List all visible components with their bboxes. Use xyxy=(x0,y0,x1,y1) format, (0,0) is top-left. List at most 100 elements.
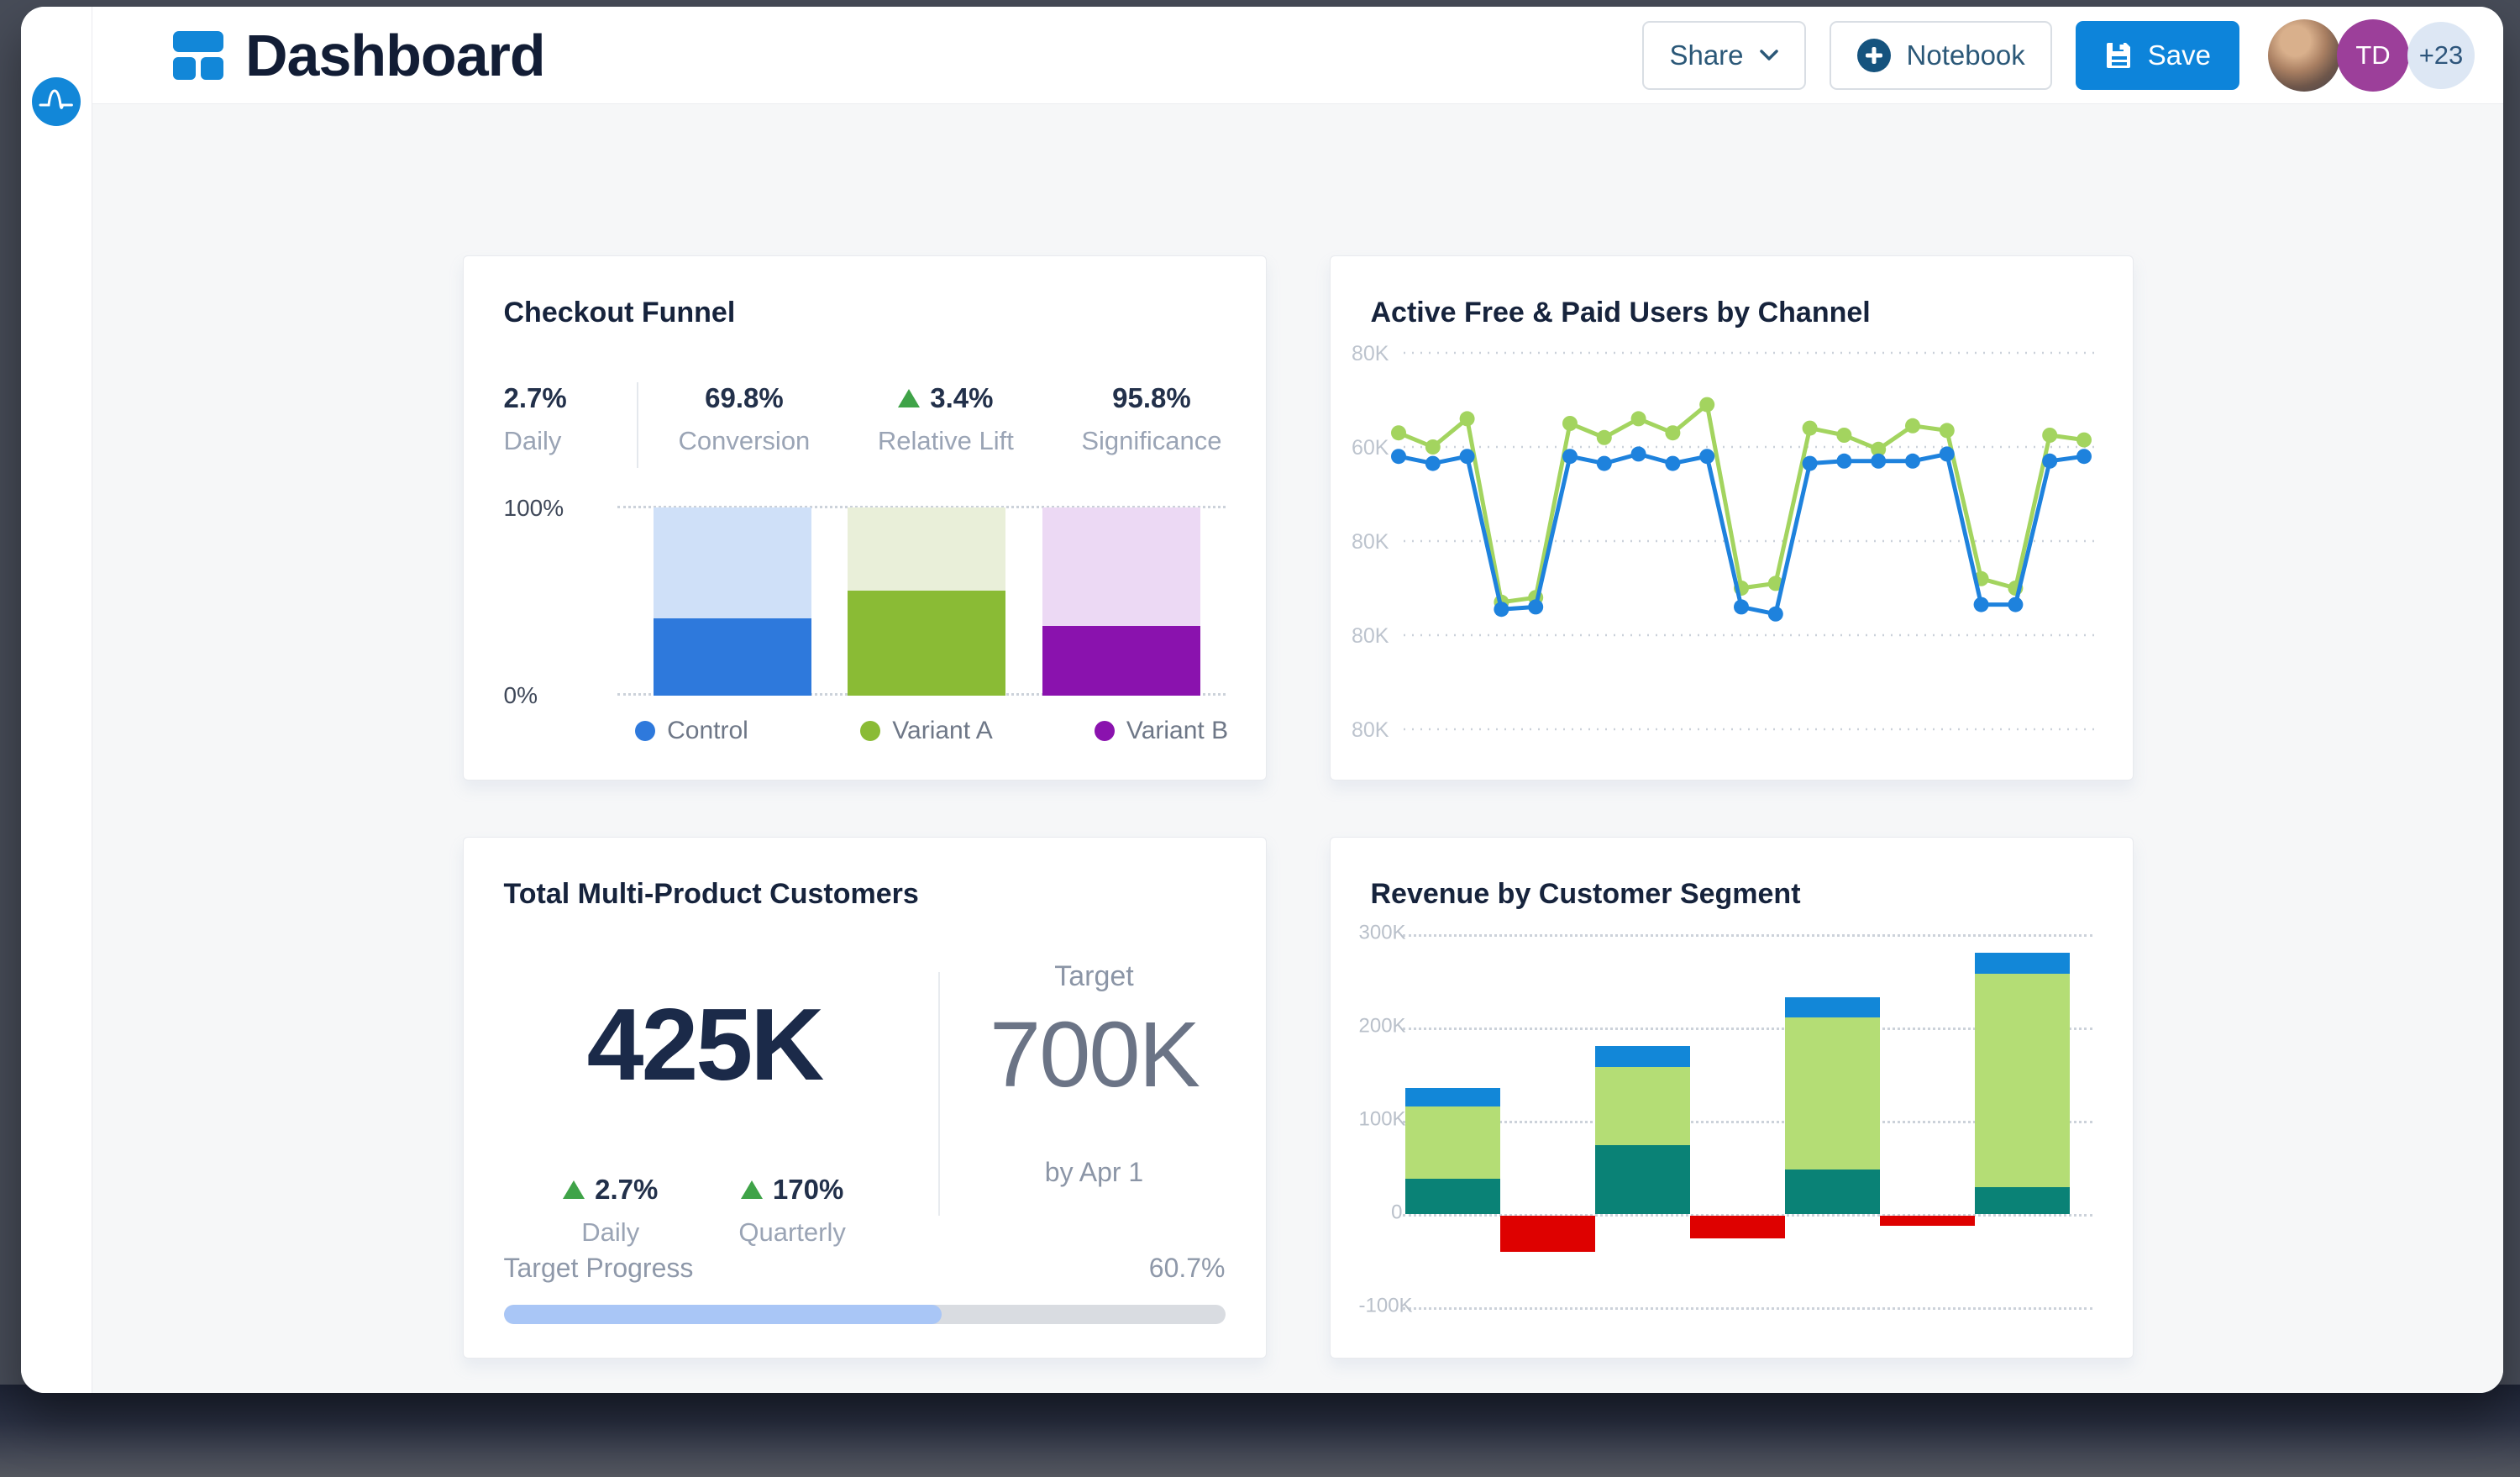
legend-item-variant-a[interactable]: Variant A xyxy=(848,717,1005,745)
data-point[interactable] xyxy=(2076,449,2092,465)
avatar-initials[interactable]: TD xyxy=(2337,18,2409,92)
data-point[interactable] xyxy=(1870,441,1886,457)
data-point[interactable] xyxy=(2076,432,2092,448)
funnel-stats: 2.7% Daily 69.8% Conversion 3.4% Relative Li… xyxy=(504,382,1226,468)
revenue-bar-4[interactable] xyxy=(1974,953,2070,1214)
save-icon xyxy=(2106,42,2130,68)
funnel-chart[interactable]: 100% 0% xyxy=(504,495,1226,708)
data-point[interactable] xyxy=(1698,449,1714,465)
segment-teal xyxy=(1594,1144,1690,1214)
gridline xyxy=(1402,1307,2092,1310)
stat-value: 95.8% xyxy=(1112,382,1191,413)
axis-label-100: 100% xyxy=(503,495,564,521)
data-point[interactable] xyxy=(1733,599,1749,615)
revenue-bar-3[interactable] xyxy=(1784,997,1880,1214)
data-point[interactable] xyxy=(1664,455,1680,471)
data-point[interactable] xyxy=(1767,576,1783,591)
segment-green xyxy=(1784,1017,1880,1170)
users-line-chart[interactable]: 80K 60K 80K 80K 80K xyxy=(1352,256,2101,781)
data-point[interactable] xyxy=(1802,420,1818,436)
revenue-bar-1[interactable] xyxy=(1404,1088,1500,1214)
segment-blue xyxy=(1594,1046,1690,1067)
delta-up-icon xyxy=(898,389,921,407)
data-point[interactable] xyxy=(2041,428,2057,443)
y-axis-label: 100K xyxy=(1358,1107,1406,1131)
legend-item-variant-b[interactable]: Variant B xyxy=(1083,717,1241,745)
data-point[interactable] xyxy=(1390,449,1406,465)
data-point[interactable] xyxy=(1527,599,1543,615)
delta-up-icon xyxy=(563,1180,585,1199)
data-point[interactable] xyxy=(1630,446,1646,462)
card-title: Checkout Funnel xyxy=(503,297,736,329)
data-point[interactable] xyxy=(1904,418,1920,434)
data-point[interactable] xyxy=(1425,439,1441,455)
revenue-bar-chart[interactable]: 300K 200K 100K 0 -100K xyxy=(1359,838,2092,1358)
delta-value: 2.7% xyxy=(563,1174,658,1206)
data-point[interactable] xyxy=(1904,453,1920,469)
funnel-bar-variant-a[interactable] xyxy=(848,507,1005,696)
plus-circle-icon xyxy=(1856,38,1891,72)
data-point[interactable] xyxy=(1664,425,1680,441)
funnel-legend: Control Variant A Variant B xyxy=(613,717,1241,745)
main-column: Dashboard Share Notebook xyxy=(92,7,2503,1393)
data-point[interactable] xyxy=(1562,449,1578,465)
data-point[interactable] xyxy=(1767,606,1783,622)
data-point[interactable] xyxy=(1973,597,1989,612)
stat-value: 3.4% xyxy=(878,382,1014,414)
funnel-bar-fill xyxy=(1042,626,1200,696)
funnel-stat-conversion: 69.8% Conversion xyxy=(679,382,811,456)
y-axis-label: 0 xyxy=(1391,1201,1403,1224)
data-point[interactable] xyxy=(1939,446,1955,462)
data-point[interactable] xyxy=(1459,411,1475,427)
data-point[interactable] xyxy=(1835,453,1851,469)
amplitude-logo-icon[interactable] xyxy=(32,77,81,126)
card-title: Revenue by Customer Segment xyxy=(1370,878,1801,910)
data-point[interactable] xyxy=(1870,453,1886,469)
legend-item-control[interactable]: Control xyxy=(613,717,771,745)
card-checkout-funnel: Checkout Funnel 2.7% Daily 69.8% Conversio… xyxy=(462,255,1267,781)
paid-users-series[interactable] xyxy=(1390,446,2092,622)
data-point[interactable] xyxy=(1939,423,1955,439)
data-point[interactable] xyxy=(1562,416,1578,431)
revenue-negative-3[interactable] xyxy=(1879,1216,1975,1227)
header-actions: Share Notebook xyxy=(1642,18,2475,92)
data-point[interactable] xyxy=(2007,597,2023,612)
y-axis-label: 80K xyxy=(1352,530,1389,554)
stat-label: Relative Lift xyxy=(877,426,1014,455)
data-point[interactable] xyxy=(1802,455,1818,471)
revenue-negative-1[interactable] xyxy=(1499,1216,1595,1253)
desktop-bottom-shadow xyxy=(0,1385,2520,1477)
data-point[interactable] xyxy=(1425,455,1441,471)
revenue-bar-2[interactable] xyxy=(1594,1046,1690,1214)
data-point[interactable] xyxy=(1459,449,1475,465)
share-button[interactable]: Share xyxy=(1642,20,1806,90)
data-point[interactable] xyxy=(1390,425,1406,441)
progress-bar-fill xyxy=(503,1305,942,1324)
delta-up-icon xyxy=(740,1180,763,1199)
card-title: Total Multi-Product Customers xyxy=(503,878,919,910)
revenue-negative-2[interactable] xyxy=(1689,1216,1785,1238)
segment-teal xyxy=(1974,1186,2070,1214)
funnel-bar-control[interactable] xyxy=(653,507,811,696)
data-point[interactable] xyxy=(1630,411,1646,427)
data-point[interactable] xyxy=(1596,455,1612,471)
save-button[interactable]: Save xyxy=(2075,20,2239,90)
data-point[interactable] xyxy=(1493,602,1509,618)
data-point[interactable] xyxy=(1835,428,1851,443)
data-point[interactable] xyxy=(1596,429,1612,445)
notebook-button[interactable]: Notebook xyxy=(1829,20,2052,90)
data-point[interactable] xyxy=(1698,397,1714,413)
stat-value: 69.8% xyxy=(705,382,784,413)
avatar-overflow-count[interactable]: +23 xyxy=(2407,21,2475,89)
gridline-100: 100% xyxy=(504,495,1226,521)
data-point[interactable] xyxy=(2041,453,2057,469)
avatar-photo[interactable] xyxy=(2268,18,2340,92)
funnel-bar-variant-b[interactable] xyxy=(1042,507,1200,696)
y-axis-label: 300K xyxy=(1358,921,1406,944)
left-rail xyxy=(21,7,92,1393)
page-title: Dashboard xyxy=(245,22,546,88)
progress-label-row: Target Progress 60.7% xyxy=(504,1253,1226,1284)
card-revenue: Revenue by Customer Segment 300K 200K 100K… xyxy=(1329,837,2134,1359)
funnel-bar-fill xyxy=(653,618,811,696)
progress-bar xyxy=(503,1305,1226,1324)
